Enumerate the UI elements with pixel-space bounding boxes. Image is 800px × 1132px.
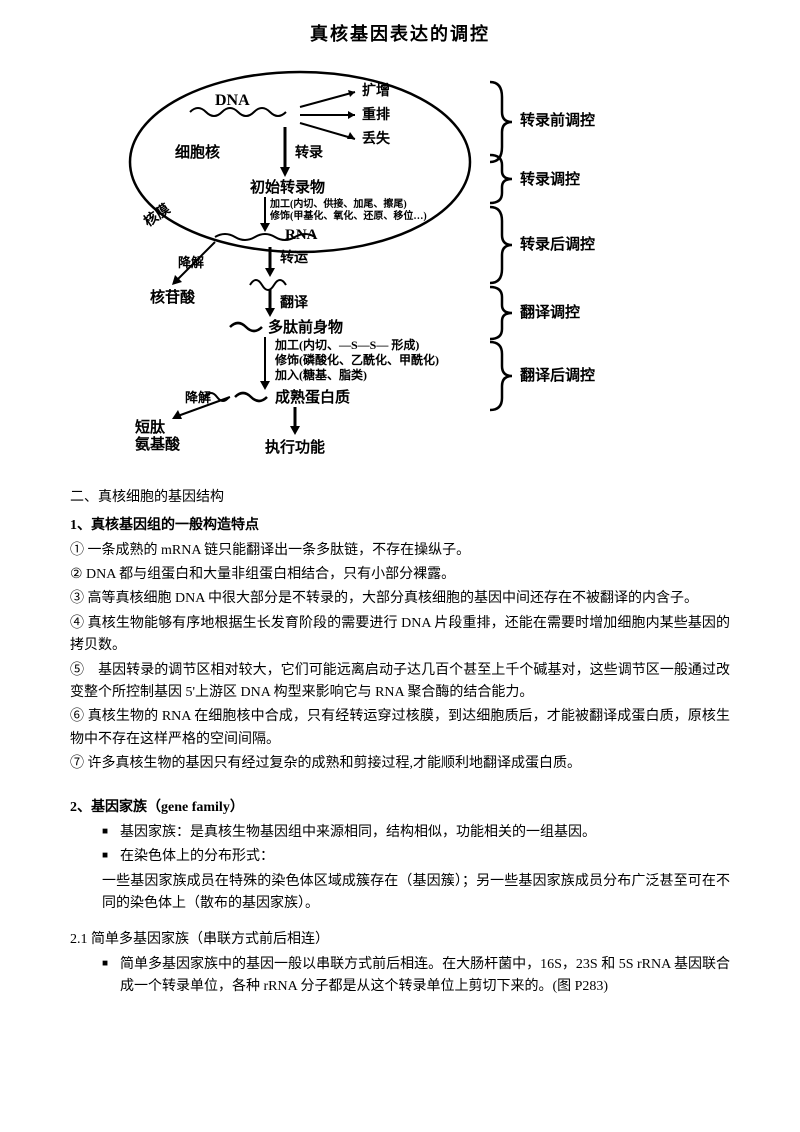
brk5: 翻译后调控 [520, 366, 595, 384]
mature-protein: 成熟蛋白质 [275, 388, 350, 406]
loss-label: 丢失 [362, 130, 391, 147]
para-5: ⑤ 基因转录的调节区相对较大，它们可能远离启动子达几百个甚至上千个碱基对，这些调… [70, 660, 730, 705]
nucleus-label: 细胞核 [175, 143, 220, 161]
sub-2-1-title: 1、真核基因组的一般构造特点 [70, 515, 730, 537]
polypeptide: 多肽前身物 [268, 318, 343, 336]
para-3: ③ 高等真核细胞 DNA 中很大部分是不转录的，大部分真核细胞的基因中间还存在不… [70, 588, 730, 610]
rearr-label: 重排 [362, 106, 390, 123]
para-1: ① 一条成熟的 mRNA 链只能翻译出一条多肽链，不存在操纵子。 [70, 540, 730, 562]
transcribe-label: 转录 [295, 144, 323, 161]
para-2: ② DNA 都与组蛋白和大量非组蛋白相结合，只有小部分裸露。 [70, 564, 730, 586]
bullet-2-1: 基因家族：是真核生物基因组中来源相同，结构相似，功能相关的一组基因。 [102, 822, 730, 844]
brk2: 转录调控 [520, 170, 580, 188]
function-label: 执行功能 [265, 438, 325, 456]
amino-acid: 氨基酸 [135, 435, 181, 453]
regulation-diagram: DNA 细胞核 扩增 重排 丢失 转录 初始转录物 加工(内切、供接、加尾、擦尾… [120, 57, 680, 457]
nucleic-acid: 核苷酸 [150, 288, 196, 306]
brk4: 翻译调控 [520, 303, 580, 321]
degrade1: 降解 [178, 255, 204, 270]
degrade2: 降解 [185, 390, 211, 405]
bullet-block-3: 简单多基因家族中的基因一般以串联方式前后相连。在大肠杆菌中，16S，23S 和 … [102, 954, 730, 999]
bullet-3-1: 简单多基因家族中的基因一般以串联方式前后相连。在大肠杆菌中，16S，23S 和 … [102, 954, 730, 999]
proc2-l2: 修饰(磷酸化、乙酰化、甲酰化) [274, 352, 439, 367]
init-transcript: 初始转录物 [250, 178, 325, 196]
section-2-title: 二、真核细胞的基因结构 [70, 487, 730, 509]
bullet-block-2: 基因家族：是真核生物基因组中来源相同，结构相似，功能相关的一组基因。 在染色体上… [102, 822, 730, 869]
diagram-container: 真核基因表达的调控 DNA 细胞核 扩增 重排 丢失 转录 初始转录物 加工(内… [120, 20, 680, 457]
rna-label: RNA [285, 227, 318, 243]
membrane-label: 核膜 [141, 200, 174, 230]
proc1-l2: 修饰(甲基化、氧化、还原、移位…) [269, 209, 427, 222]
para-6: ⑥ 真核生物的 RNA 在细胞核中合成，只有经转运穿过核膜，到达细胞质后，才能被… [70, 706, 730, 751]
sub-2-2-title: 2、基因家族（gene family） [70, 797, 730, 819]
proc2-l1: 加工(内切、—S—S— 形成) [274, 337, 419, 352]
short-peptide: 短肽 [135, 418, 166, 436]
proc2-l3: 加入(糖基、脂类) [274, 367, 367, 382]
amp-label: 扩增 [362, 82, 390, 99]
para-4: ④ 真核生物能够有序地根据生长发育阶段的需要进行 DNA 片段重排，还能在需要时… [70, 613, 730, 658]
proc1-l1: 加工(内切、供接、加尾、擦尾) [269, 197, 407, 210]
transport-label: 转运 [280, 249, 308, 266]
indent-2: 一些基因家族成员在特殊的染色体区域成簇存在（基因簇）；另一些基因家族成员分布广泛… [102, 871, 730, 916]
dna-label: DNA [215, 92, 250, 109]
translate-label: 翻译 [280, 294, 309, 311]
sub-2-3-title: 2.1 简单多基因家族（串联方式前后相连） [70, 929, 730, 951]
para-7: ⑦ 许多真核生物的基因只有经过复杂的成熟和剪接过程,才能顺利地翻译成蛋白质。 [70, 753, 730, 775]
brk3: 转录后调控 [520, 235, 595, 253]
diagram-title: 真核基因表达的调控 [120, 20, 680, 49]
bullet-2-2: 在染色体上的分布形式： [102, 846, 730, 868]
brk1: 转录前调控 [520, 111, 595, 129]
